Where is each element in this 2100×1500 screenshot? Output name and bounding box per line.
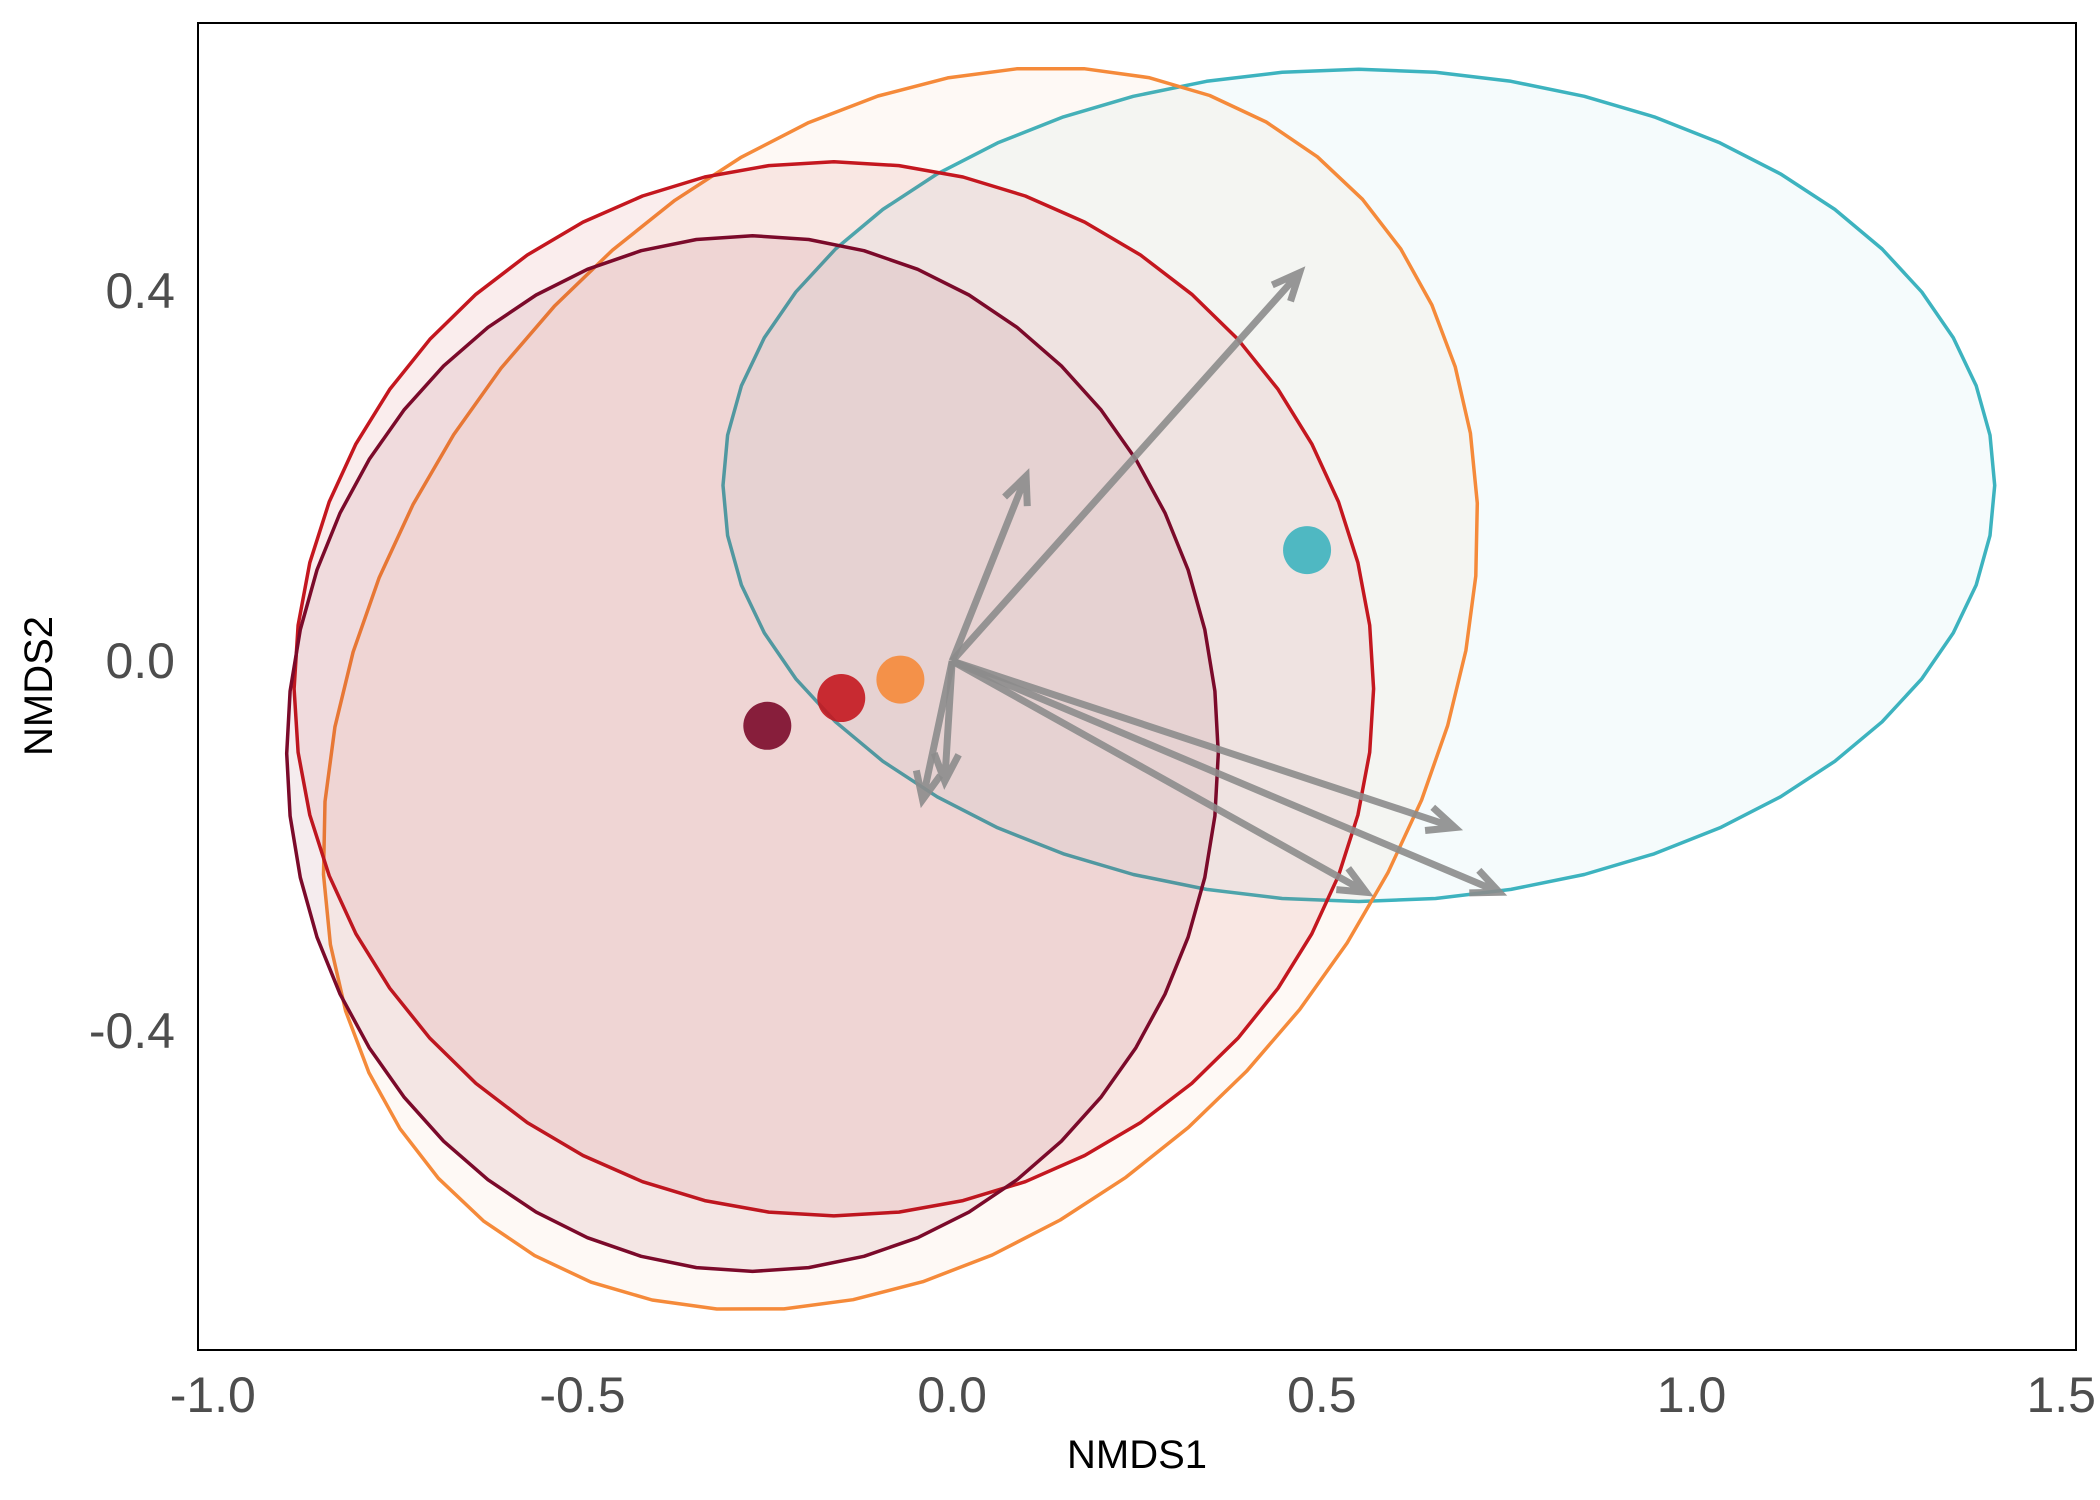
x-tick-label: -1.0: [170, 1367, 256, 1423]
vector-arrow-3: [912, 660, 956, 809]
x-tick-label: 1.0: [1657, 1367, 1727, 1423]
y-axis-tick-labels: -0.4 0.0 0.4: [89, 263, 175, 1059]
centroid-point-2: [876, 655, 925, 704]
y-tick-label: 0.0: [105, 633, 175, 689]
centroid-point-1: [1283, 526, 1332, 575]
x-tick-label: 1.5: [2026, 1367, 2096, 1423]
vector-arrow-6: [950, 658, 1374, 897]
group-centroids: [743, 526, 1332, 750]
x-tick-label: 0.0: [917, 1367, 987, 1423]
confidence-ellipses: [284, 66, 1997, 1311]
vector-arrow-4: [930, 660, 962, 790]
x-axis-tick-labels: -1.0 -0.5 0.0 0.5 1.0 1.5: [170, 1367, 2096, 1423]
vector-arrow-2: [948, 468, 1031, 663]
plot-frame: [197, 22, 2077, 1351]
x-tick-label: -0.5: [539, 1367, 625, 1423]
y-tick-label: 0.4: [105, 263, 175, 319]
y-axis-title: NMDS2: [17, 616, 61, 756]
ellipse-group-4: [284, 233, 1221, 1274]
vector-arrow-5: [951, 657, 1464, 835]
vector-arrow-1: [949, 266, 1306, 664]
environmental-vectors: [912, 266, 1508, 897]
x-axis-title: NMDS1: [1067, 1433, 1207, 1477]
centroid-point-3: [817, 674, 866, 723]
y-tick-label: -0.4: [89, 1003, 175, 1059]
x-tick-label: 0.5: [1287, 1367, 1357, 1423]
vector-arrow-7: [950, 657, 1508, 897]
centroid-point-4: [743, 701, 792, 750]
